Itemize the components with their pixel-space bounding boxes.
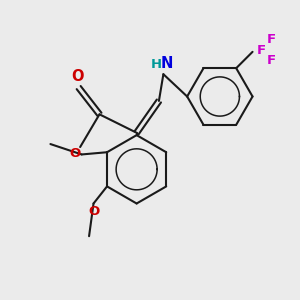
Text: O: O xyxy=(89,205,100,218)
Text: F: F xyxy=(257,44,266,57)
Text: H: H xyxy=(150,58,161,70)
Text: O: O xyxy=(69,147,80,161)
Text: F: F xyxy=(267,33,276,46)
Text: O: O xyxy=(71,69,84,84)
Text: F: F xyxy=(267,54,276,67)
Text: N: N xyxy=(160,56,172,70)
